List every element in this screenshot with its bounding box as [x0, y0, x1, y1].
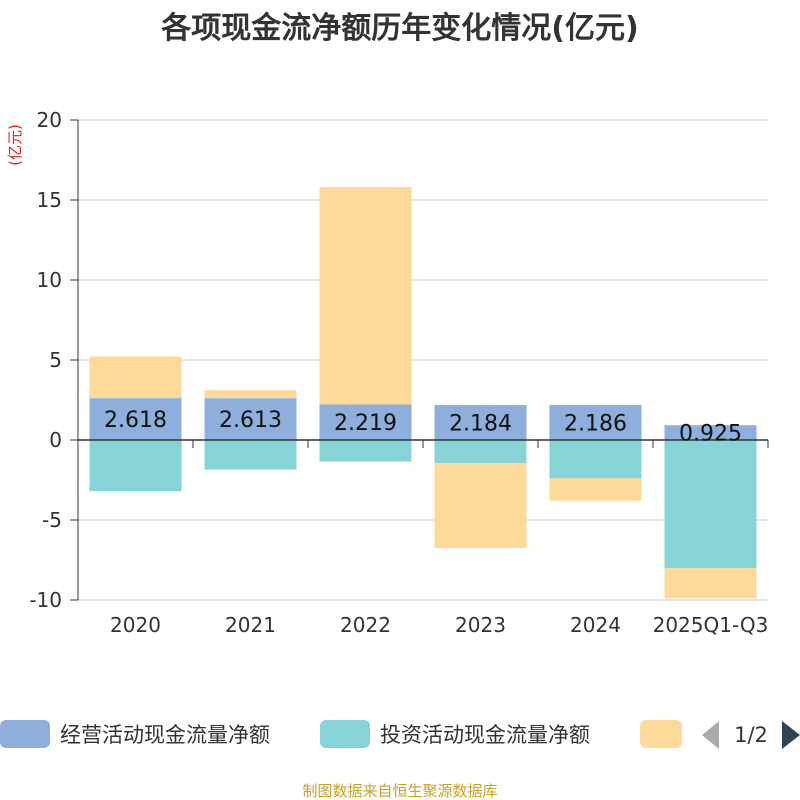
bar-series2-2025Q1-Q3[interactable] [664, 568, 757, 599]
legend-item-investing[interactable]: 投资活动现金流量净额 [320, 720, 590, 748]
y-tick-label: -10 [29, 588, 62, 612]
bar-series1-2020[interactable] [89, 440, 182, 492]
chart-title: 各项现金流净额历年变化情况(亿元) [160, 11, 638, 46]
data-label: 0.925 [679, 422, 742, 447]
data-label: 2.184 [449, 412, 512, 437]
legend-swatch-financing [640, 720, 682, 748]
y-axis-unit: (亿元) [6, 124, 24, 166]
legend-page-indicator: 1/2 [734, 723, 768, 747]
bar-series2-2020[interactable] [89, 356, 182, 399]
axes: 20 15 10 5 0 -5 -10 2020 2021 2022 2023 2024 2025Q1-… [29, 108, 769, 637]
legend-item-financing[interactable] [640, 720, 682, 748]
bar-series2-2022[interactable] [319, 186, 412, 405]
bar-series1-2021[interactable] [204, 440, 297, 470]
bars [89, 186, 757, 599]
legend-next-arrow-icon[interactable] [782, 721, 800, 749]
x-tick-label: 2022 [340, 613, 391, 637]
y-tick-label: 20 [37, 108, 62, 132]
y-tick-label: 5 [49, 348, 62, 372]
legend-swatch-investing [320, 720, 370, 748]
bar-series1-2023[interactable] [434, 440, 527, 464]
bar-series0-2025Q1-Q3[interactable] [664, 425, 757, 440]
legend-prev-arrow-icon[interactable] [702, 721, 719, 749]
source-note: 制图数据来自恒生聚源数据库 [302, 782, 497, 800]
legend: 经营活动现金流量净额 投资活动现金流量净额 1/2 [0, 720, 800, 749]
bar-series2-2023[interactable] [434, 463, 527, 548]
data-label: 2.186 [564, 412, 627, 437]
bar-series0-2022[interactable] [319, 404, 412, 440]
bar-series1-2025Q1-Q3[interactable] [664, 440, 757, 568]
bar-series2-2024[interactable] [549, 478, 642, 501]
bar-series0-2020[interactable] [89, 398, 182, 440]
legend-label-operating: 经营活动现金流量净额 [60, 723, 270, 747]
data-label: 2.613 [219, 408, 282, 433]
y-tick-label: 15 [37, 188, 62, 212]
bar-series1-2024[interactable] [549, 440, 642, 479]
bar-series1-2022[interactable] [319, 440, 412, 462]
grid-lines [78, 119, 768, 601]
bar-series0-2021[interactable] [204, 398, 297, 440]
bar-series2-2021[interactable] [204, 390, 297, 399]
legend-label-investing: 投资活动现金流量净额 [380, 723, 590, 747]
x-tick-label: 2020 [110, 613, 161, 637]
x-tick-label: 2021 [225, 613, 276, 637]
y-tick-label: -5 [42, 508, 62, 532]
legend-item-operating[interactable]: 经营活动现金流量净额 [0, 720, 270, 748]
y-tick-label: 0 [49, 428, 62, 452]
x-tick-label: 2023 [455, 613, 506, 637]
data-label: 2.219 [334, 411, 397, 436]
data-labels: 2.618 2.613 2.219 2.184 2.186 0.925 [104, 408, 742, 447]
legend-swatch-operating [0, 720, 50, 748]
y-tick-label: 10 [37, 268, 62, 292]
x-tick-label: 2025Q1-Q3 [653, 613, 769, 637]
data-label: 2.618 [104, 408, 167, 433]
x-tick-label: 2024 [570, 613, 621, 637]
bar-series0-2023[interactable] [434, 405, 527, 440]
bar-series0-2024[interactable] [549, 405, 642, 440]
